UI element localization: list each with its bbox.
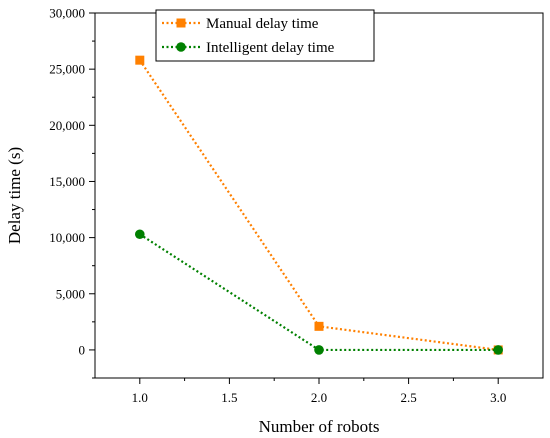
y-tick-label: 5,000 (56, 286, 85, 301)
x-axis: 1.0 1.5 2.0 2.5 3.0 (132, 378, 506, 405)
x-tick-label: 1.0 (132, 390, 148, 405)
legend-marker (176, 18, 186, 28)
y-axis: 0 5,000 10,000 15,000 20,000 25,000 30,000 (49, 6, 95, 379)
data-point (314, 321, 324, 331)
y-tick-label: 30,000 (49, 6, 85, 21)
series-line (139, 233, 499, 352)
legend: Manual delay time Intelligent delay time (155, 9, 375, 62)
legend-marker (176, 42, 186, 52)
x-tick-label: 2.5 (400, 390, 416, 405)
data-point (314, 345, 324, 355)
legend-label: Manual delay time (206, 16, 319, 32)
x-axis-title: Number of robots (259, 417, 380, 436)
series-line (138, 59, 499, 352)
series-layer (135, 55, 504, 355)
x-tick-label: 2.0 (311, 390, 327, 405)
data-point (135, 55, 145, 65)
y-tick-label: 25,000 (49, 62, 85, 77)
y-axis-title: Delay time (s) (5, 147, 24, 244)
x-tick-label: 1.5 (221, 390, 237, 405)
data-point (135, 229, 145, 240)
data-point (493, 345, 504, 355)
y-tick-label: 10,000 (49, 230, 85, 245)
y-tick-label: 15,000 (49, 174, 85, 189)
legend-label: Intelligent delay time (206, 40, 335, 56)
legend-box (155, 9, 375, 62)
y-tick-label: 20,000 (49, 118, 85, 133)
y-tick-label: 0 (79, 342, 86, 357)
x-tick-label: 3.0 (490, 390, 506, 405)
